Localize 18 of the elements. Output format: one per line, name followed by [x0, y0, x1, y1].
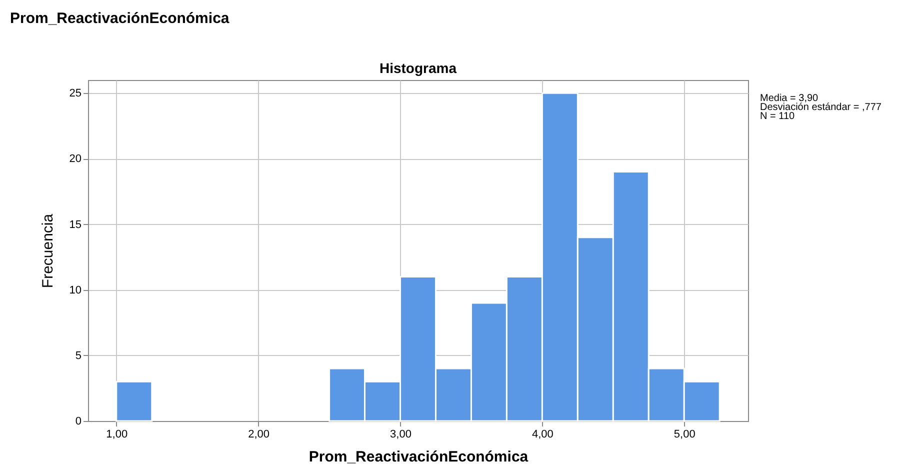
- y-tick-label: 10: [69, 284, 82, 296]
- x-tick-label: 1,00: [106, 428, 128, 440]
- x-tick-label: 3,00: [390, 428, 412, 440]
- x-tick-label: 2,00: [248, 428, 270, 440]
- x-axis-title: Prom_ReactivaciónEconómica: [308, 448, 529, 466]
- x-tick-label: 4,00: [532, 428, 554, 440]
- y-tick-label: 0: [75, 416, 82, 428]
- text: Desviación estándar = ,777: [760, 102, 882, 113]
- text: N = 110: [760, 111, 795, 122]
- x-tick-label: 5,00: [674, 428, 696, 440]
- y-tick-label: 25: [69, 88, 82, 100]
- text: Prom_ReactivaciónEconómica: [10, 10, 230, 27]
- y-tick-label: 15: [69, 218, 82, 231]
- chart-title: Histograma: [379, 60, 457, 76]
- text: Media = 3,90: [760, 93, 819, 104]
- y-tick-label: 5: [75, 350, 82, 362]
- y-tick-label: 20: [69, 153, 82, 166]
- y-axis-title: Frecuencia: [39, 213, 56, 288]
